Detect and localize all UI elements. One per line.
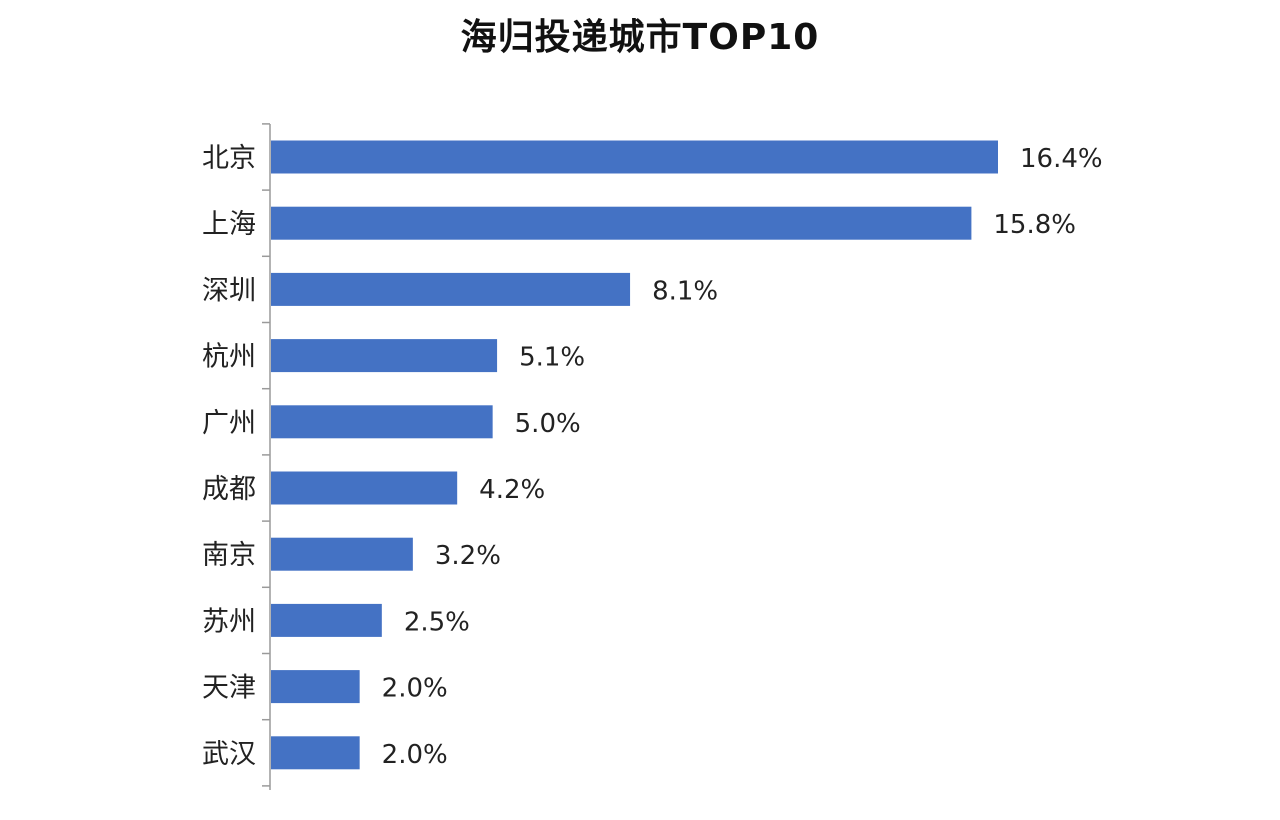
data-label: 2.0% xyxy=(382,674,448,704)
data-label: 4.2% xyxy=(479,475,545,505)
bar xyxy=(271,339,498,373)
bar xyxy=(271,736,360,770)
labels-layer: 北京 16.4% 上海 15.8% 深圳 8.1% 杭州 5.1% 广州 5.0% 成都 4.2% 南京… xyxy=(202,143,1103,770)
data-label: 15.8% xyxy=(993,210,1076,240)
category-label: 天津 xyxy=(202,673,256,704)
bar xyxy=(271,272,631,306)
axis-layer xyxy=(262,123,271,790)
data-label: 2.5% xyxy=(404,607,470,637)
category-label: 武汉 xyxy=(202,739,256,770)
category-label: 苏州 xyxy=(202,606,256,637)
category-label: 成都 xyxy=(202,474,256,505)
bar xyxy=(271,603,382,637)
category-label: 上海 xyxy=(202,209,256,240)
category-label: 广州 xyxy=(202,408,256,439)
category-label: 杭州 xyxy=(202,342,256,373)
data-label: 8.1% xyxy=(652,276,718,306)
data-label: 16.4% xyxy=(1020,144,1103,174)
bar xyxy=(271,670,360,704)
category-label: 深圳 xyxy=(202,275,256,306)
bar xyxy=(271,206,972,240)
data-label: 2.0% xyxy=(382,740,448,770)
bar xyxy=(271,405,493,439)
data-label: 5.1% xyxy=(519,343,585,373)
category-label: 南京 xyxy=(202,540,256,571)
data-label: 3.2% xyxy=(435,541,501,571)
data-label: 5.0% xyxy=(515,409,581,439)
category-label: 北京 xyxy=(202,143,256,174)
bars-layer xyxy=(271,140,998,770)
bar xyxy=(271,471,458,505)
chart-title: 海归投递城市TOP10 xyxy=(460,17,820,58)
bar xyxy=(271,537,413,571)
bar xyxy=(271,140,998,174)
